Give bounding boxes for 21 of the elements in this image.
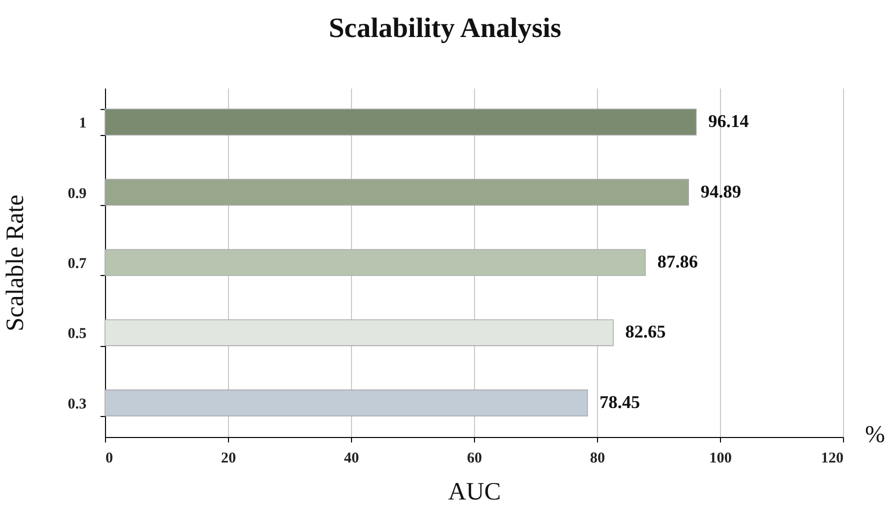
data-label: 78.45 — [599, 392, 640, 412]
data-label: 87.86 — [657, 252, 698, 272]
y-tick-label: 0.9 — [68, 186, 86, 202]
chart-title: Scalability Analysis — [328, 13, 562, 44]
y-axis-title: Scalable Rate — [2, 194, 29, 332]
text: % — [865, 422, 885, 448]
y-tick-label: 0.7 — [68, 256, 87, 272]
data-label: 82.65 — [625, 322, 666, 342]
x-tick-label: 120 — [821, 450, 844, 466]
y-tick-label: 0.3 — [68, 396, 86, 412]
x-tick-label: 60 — [467, 450, 482, 466]
y-tick-label: 0.5 — [68, 326, 86, 342]
x-tick-label: 40 — [344, 450, 359, 466]
x-tick-label: 20 — [221, 450, 236, 466]
data-label: 96.14 — [708, 111, 749, 132]
data-label: 94.89 — [700, 181, 742, 202]
x-tick-label: 100 — [709, 450, 732, 466]
x-tick-label: 80 — [590, 450, 605, 466]
y-tick-label: 1 — [79, 116, 86, 132]
x-tick-label: 0 — [106, 450, 113, 466]
x-axis-title: AUC — [448, 478, 501, 506]
